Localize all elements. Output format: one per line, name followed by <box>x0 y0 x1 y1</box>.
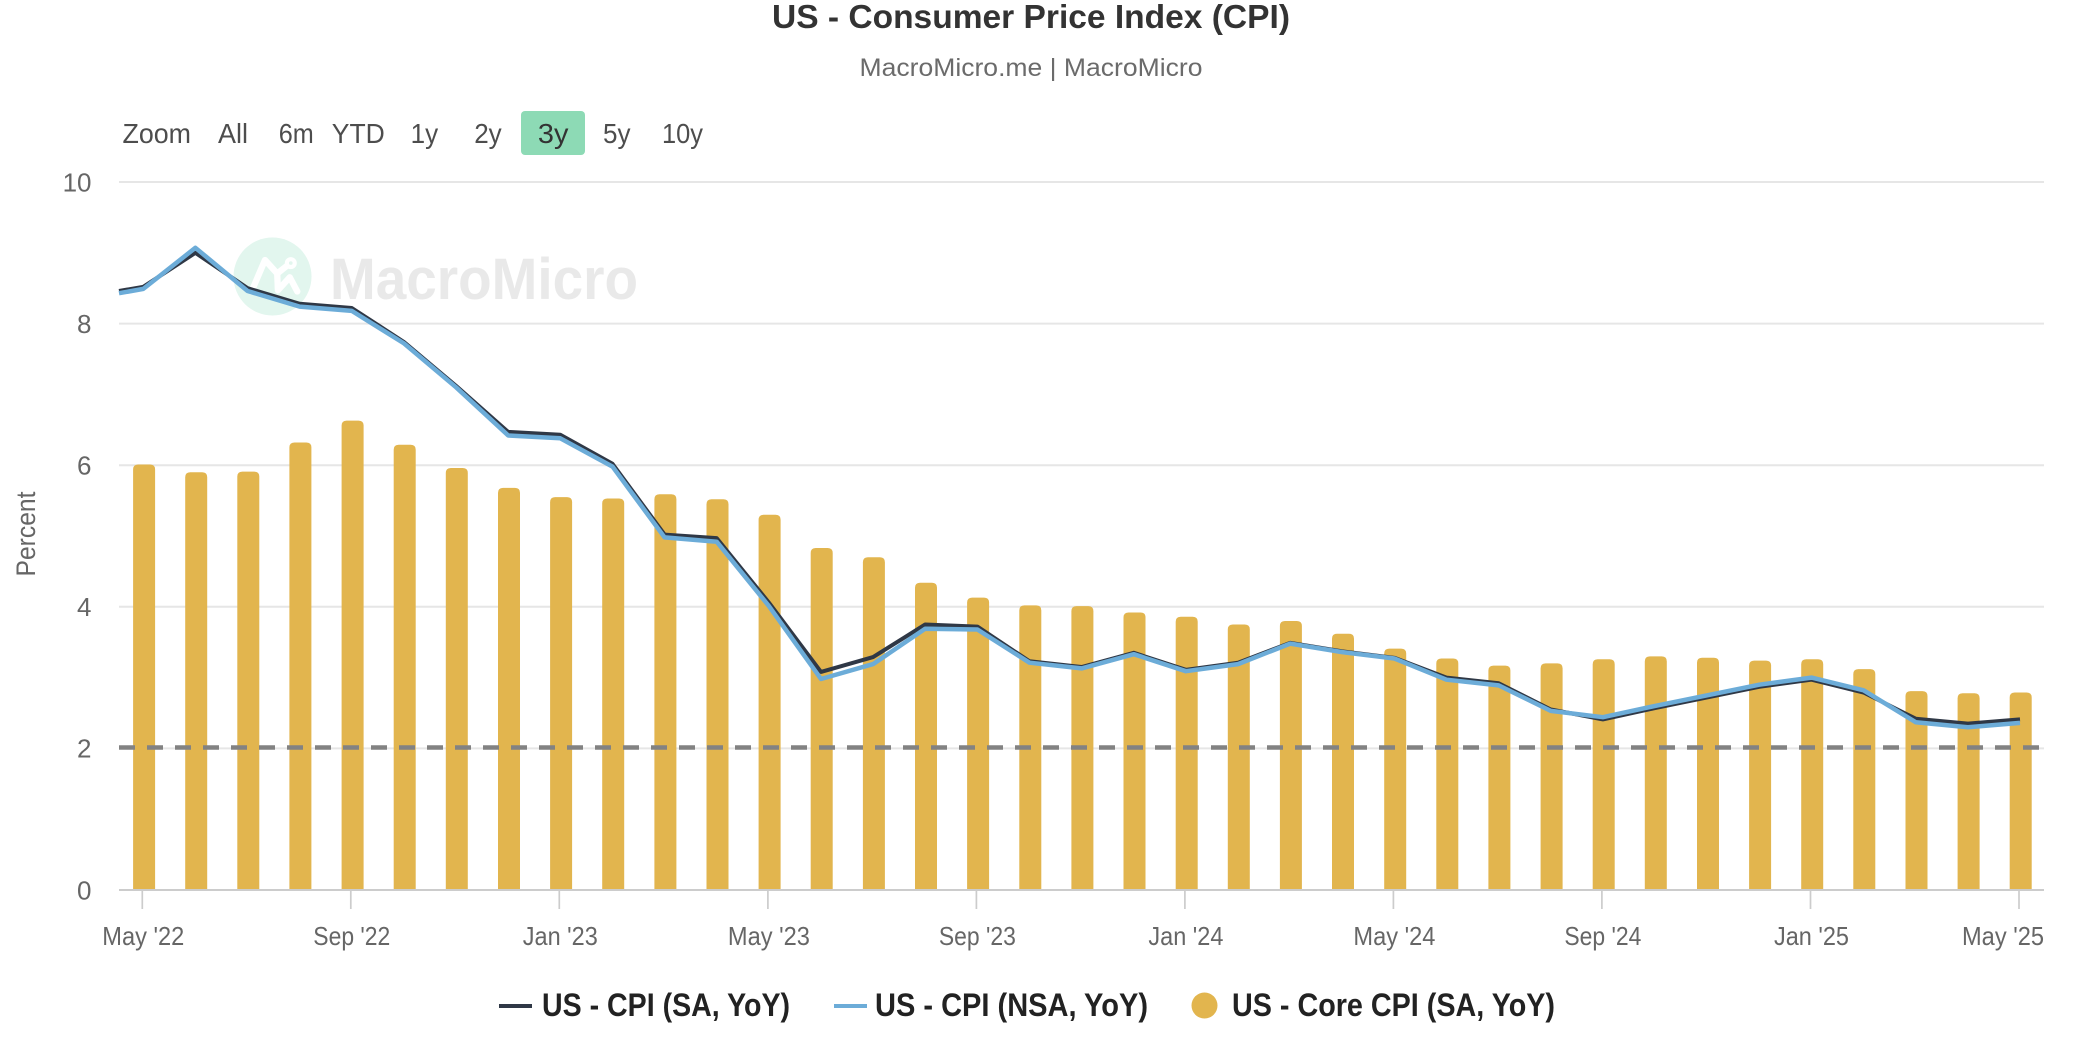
svg-text:6m: 6m <box>279 118 314 149</box>
svg-text:US - CPI (NSA, YoY): US - CPI (NSA, YoY) <box>875 987 1148 1023</box>
svg-text:YTD: YTD <box>332 118 385 149</box>
svg-text:MacroMicro: MacroMicro <box>330 247 638 312</box>
svg-text:Zoom: Zoom <box>123 118 192 149</box>
svg-text:Jan '23: Jan '23 <box>523 921 598 951</box>
svg-text:Sep '22: Sep '22 <box>313 921 390 951</box>
svg-text:US - Core CPI (SA, YoY): US - Core CPI (SA, YoY) <box>1232 987 1555 1023</box>
svg-text:2: 2 <box>77 734 91 764</box>
svg-text:US - Consumer Price Index (CPI: US - Consumer Price Index (CPI) <box>772 0 1290 35</box>
svg-text:1y: 1y <box>411 118 439 149</box>
svg-text:May '23: May '23 <box>728 921 810 951</box>
svg-text:Percent: Percent <box>11 491 41 576</box>
svg-text:Jan '24: Jan '24 <box>1148 921 1223 951</box>
svg-text:10y: 10y <box>662 118 703 149</box>
svg-text:US - CPI (SA, YoY): US - CPI (SA, YoY) <box>542 987 790 1023</box>
svg-text:Sep '24: Sep '24 <box>1564 921 1641 951</box>
svg-text:MacroMicro.me | MacroMicro: MacroMicro.me | MacroMicro <box>860 54 1203 82</box>
svg-text:All: All <box>218 118 248 149</box>
svg-text:3y: 3y <box>538 118 569 149</box>
svg-text:May '22: May '22 <box>102 921 184 951</box>
svg-text:Jan '25: Jan '25 <box>1774 921 1849 951</box>
svg-text:10: 10 <box>63 167 92 197</box>
svg-text:6: 6 <box>77 451 91 481</box>
svg-text:5y: 5y <box>603 118 631 149</box>
svg-text:May '25: May '25 <box>1962 921 2044 951</box>
svg-text:2y: 2y <box>474 118 502 149</box>
svg-text:May '24: May '24 <box>1353 921 1435 951</box>
svg-text:Sep '23: Sep '23 <box>939 921 1016 951</box>
svg-text:4: 4 <box>77 592 91 622</box>
svg-text:0: 0 <box>77 875 91 905</box>
svg-text:8: 8 <box>77 309 91 339</box>
